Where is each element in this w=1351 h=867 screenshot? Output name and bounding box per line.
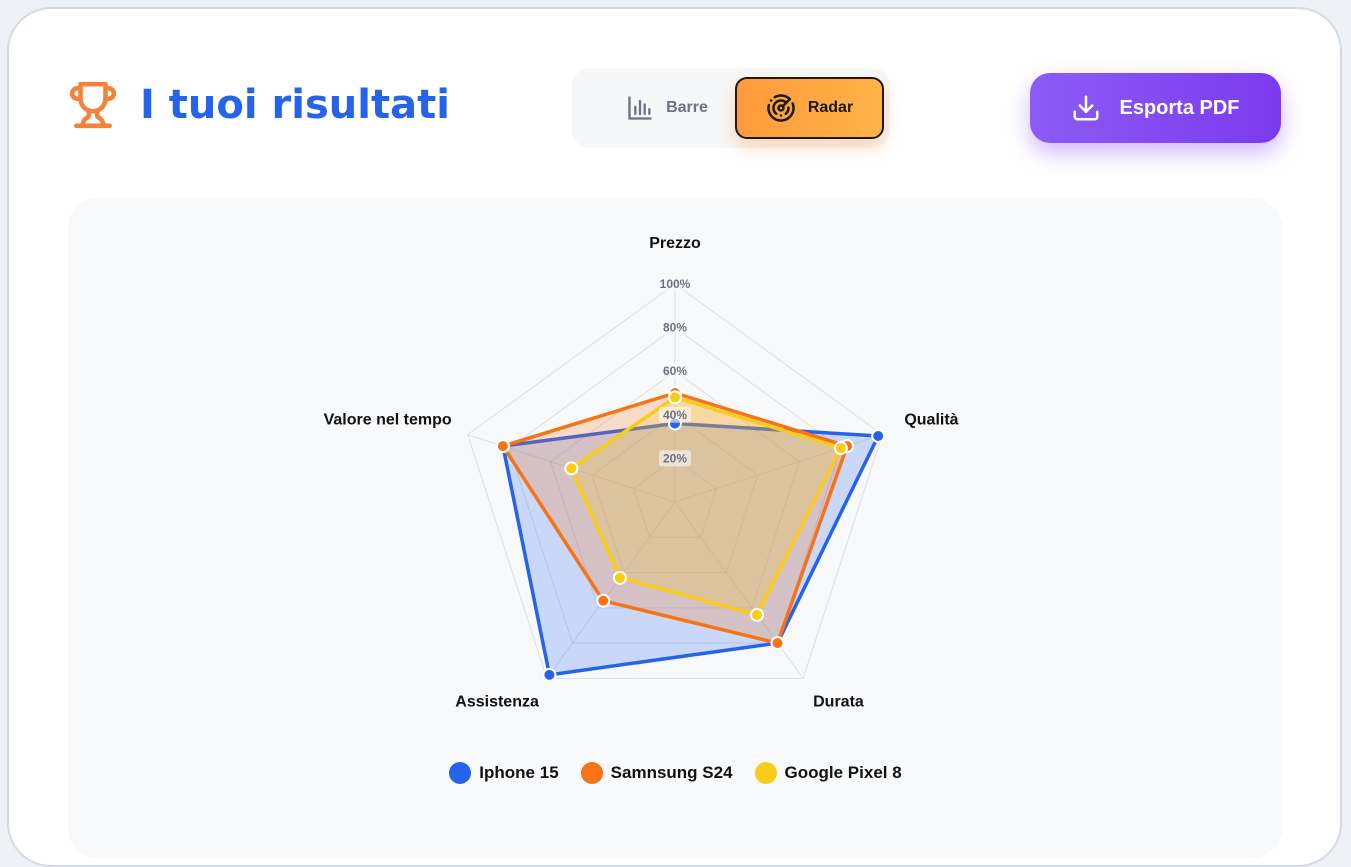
radar-point[interactable] xyxy=(871,428,886,443)
axis-label: Assistenza xyxy=(455,693,539,710)
radar-series xyxy=(495,386,886,682)
tick-label-bg xyxy=(659,450,691,467)
radar-point[interactable] xyxy=(750,607,765,622)
toggle-barre-label: Barre xyxy=(666,99,708,116)
chart-view-toggle: Barre Radar xyxy=(572,68,890,148)
tick-label: 40% xyxy=(663,408,687,422)
tick-label-bg xyxy=(659,319,691,336)
toggle-radar-label: Radar xyxy=(807,99,854,116)
radar-ticks: 20% 40% 60% 80% 100% xyxy=(659,276,691,467)
page-title: I tuoi risultati xyxy=(140,82,450,128)
axis-label: Qualità xyxy=(904,412,958,429)
radar-point[interactable] xyxy=(833,441,848,456)
axis-label: Valore nel tempo xyxy=(324,412,452,429)
radar-point[interactable] xyxy=(564,461,579,476)
legend-swatch xyxy=(754,762,777,784)
tick-label: 80% xyxy=(663,321,687,335)
legend-label: Google Pixel 8 xyxy=(784,763,902,782)
radar-chart: 20% 40% 60% 80% 100% Prezzo Qualità Durata Assi… xyxy=(324,235,959,710)
legend-label: Iphone 15 xyxy=(479,763,559,782)
radar-grid-spoke xyxy=(546,501,676,679)
tick-label-bg xyxy=(659,406,691,423)
export-pdf-button[interactable]: Esporta PDF xyxy=(1030,73,1281,143)
legend-item-samsung-s24[interactable]: Samnsung S24 xyxy=(580,762,733,784)
radar-axis-labels: Prezzo Qualità Durata Assistenza Valore nel … xyxy=(324,235,959,710)
export-pdf-label: Esporta PDF xyxy=(1119,96,1240,119)
toggle-radar-button[interactable]: Radar xyxy=(735,77,884,139)
radar-point[interactable] xyxy=(668,390,682,405)
radar-grid-ring xyxy=(467,283,883,679)
bar-chart-icon xyxy=(628,96,652,120)
results-header: I tuoi risultati Barre xyxy=(0,0,1351,180)
title-group: I tuoi risultati xyxy=(68,80,450,130)
radar-grid-ring xyxy=(591,414,759,574)
axis-label: Prezzo xyxy=(649,235,701,252)
tick-label: 100% xyxy=(660,277,691,291)
tick-label: 20% xyxy=(663,451,687,465)
legend-swatch xyxy=(449,762,472,784)
radar-grid-spoke xyxy=(674,501,804,679)
radar-series-area xyxy=(501,421,880,677)
radar-grid-ring xyxy=(508,326,842,644)
legend-swatch xyxy=(580,762,603,784)
radar-point[interactable] xyxy=(612,570,627,585)
radar-grid-ring xyxy=(550,370,800,609)
legend-label: Samnsung S24 xyxy=(610,763,733,782)
download-icon xyxy=(1073,95,1099,121)
legend-item-google-pixel-8[interactable]: Google Pixel 8 xyxy=(754,762,902,784)
radar-point[interactable] xyxy=(495,439,510,454)
tick-label-bg xyxy=(659,276,691,292)
radar-series-area xyxy=(569,395,843,617)
axis-label: Durata xyxy=(813,693,864,710)
radar-icon xyxy=(767,94,795,122)
radar-grid-ring xyxy=(632,457,718,538)
toggle-barre-button[interactable]: Barre xyxy=(602,77,732,139)
radar-point[interactable] xyxy=(770,636,785,651)
legend-item-iphone-15[interactable]: Iphone 15 xyxy=(449,762,559,784)
radar-point[interactable] xyxy=(596,593,611,608)
radar-point[interactable] xyxy=(542,667,557,682)
trophy-icon xyxy=(69,81,117,129)
tick-label-bg xyxy=(659,363,691,380)
tick-label: 60% xyxy=(663,364,687,378)
chart-legend: Iphone 15 Samnsung S24 Google Pixel 8 xyxy=(0,762,1351,784)
